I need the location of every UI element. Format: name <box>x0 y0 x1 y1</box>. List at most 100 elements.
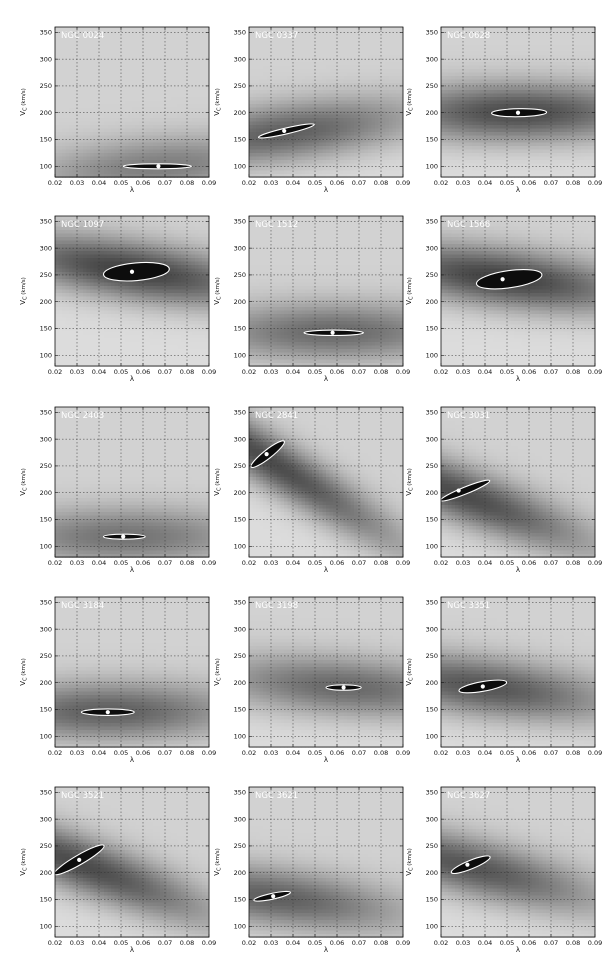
galaxy-label: NGC 1097 <box>61 220 104 230</box>
chart-panel: 0.02 0.03 0.04 0.05 0.06 0.07 0.08 0.09 100 150 20… <box>213 26 410 194</box>
x-tick-label: 0.09 <box>588 368 602 376</box>
y-axis-label-sub: C <box>23 677 29 681</box>
y-tick-label: 100 <box>40 162 52 170</box>
y-tick-label: 350 <box>40 599 52 607</box>
x-tick-label: 0.03 <box>70 749 84 757</box>
chart-panel: 0.02 0.03 0.04 0.05 0.06 0.07 0.08 0.09 100 150 20… <box>405 26 602 194</box>
x-axis-label: λ <box>324 756 328 764</box>
plot-frame <box>248 406 404 558</box>
y-axis-label: VC (km/s) <box>19 88 29 116</box>
y-axis-label-unit: (km/s) <box>21 848 27 867</box>
y-axis-label-unit: (km/s) <box>407 468 413 487</box>
x-tick-label: 0.03 <box>264 368 278 376</box>
x-tick-label: 0.09 <box>202 749 216 757</box>
y-tick-label: 350 <box>40 218 52 226</box>
y-tick-label: 250 <box>234 652 246 660</box>
y-axis-label-unit: (km/s) <box>215 88 221 107</box>
x-tick-label: 0.09 <box>202 559 216 567</box>
y-tick-label: 300 <box>426 625 438 633</box>
confidence-contour <box>450 855 491 875</box>
y-tick-label: 150 <box>234 706 246 714</box>
x-tick-label: 0.08 <box>374 179 388 187</box>
y-tick-label: 150 <box>426 896 438 904</box>
plot-frame <box>54 215 210 367</box>
y-axis-label-unit: (km/s) <box>407 277 413 296</box>
heatmap <box>441 597 596 748</box>
x-tick-label: 0.02 <box>434 749 448 757</box>
best-fit-point <box>129 269 135 274</box>
heatmap <box>441 407 596 558</box>
x-tick-label: 0.08 <box>566 559 580 567</box>
y-axis-label-main: V <box>19 300 27 305</box>
x-tick-label: 0.04 <box>286 179 300 187</box>
chart-panel: 0.02 0.03 0.04 0.05 0.06 0.07 0.08 0.09 100 150 20… <box>19 786 216 954</box>
x-tick-label: 0.02 <box>48 559 62 567</box>
y-tick-label: 250 <box>40 271 52 279</box>
x-tick-label: 0.08 <box>374 939 388 947</box>
y-axis-label-main: V <box>213 681 221 686</box>
y-tick-label: 350 <box>40 409 52 417</box>
plot-frame <box>54 26 210 178</box>
y-tick-label: 300 <box>40 55 52 63</box>
y-tick-label: 350 <box>234 599 246 607</box>
y-tick-label: 150 <box>234 325 246 333</box>
chart-panel: 0.02 0.03 0.04 0.05 0.06 0.07 0.08 0.09 100 150 20… <box>405 406 602 574</box>
galaxy-label: NGC 3184 <box>61 601 104 611</box>
x-tick-label: 0.05 <box>500 179 514 187</box>
x-tick-label: 0.02 <box>48 179 62 187</box>
chart-panel: 0.02 0.03 0.04 0.05 0.06 0.07 0.08 0.09 100 150 20… <box>405 786 602 954</box>
best-fit-point <box>480 684 485 689</box>
y-tick-label: 150 <box>234 516 246 524</box>
x-tick-label: 0.02 <box>434 939 448 947</box>
x-tick-label: 0.07 <box>544 749 558 757</box>
x-tick-label: 0.04 <box>478 179 492 187</box>
x-tick-label: 0.07 <box>352 749 366 757</box>
y-tick-label: 350 <box>234 409 246 417</box>
y-axis-label-main: V <box>19 681 27 686</box>
x-axis-label: λ <box>324 375 328 383</box>
y-tick-label: 100 <box>40 351 52 359</box>
x-tick-label: 0.05 <box>308 179 322 187</box>
y-tick-label: 150 <box>426 516 438 524</box>
y-axis-label-sub: C <box>217 107 223 111</box>
x-tick-label: 0.06 <box>136 179 150 187</box>
y-tick-label: 100 <box>426 922 438 930</box>
x-axis-label: λ <box>324 186 328 194</box>
y-axis-label-unit: (km/s) <box>407 848 413 867</box>
y-axis-label-unit: (km/s) <box>215 277 221 296</box>
y-axis-label-sub: C <box>23 867 29 871</box>
x-tick-label: 0.07 <box>544 368 558 376</box>
y-axis-label-main: V <box>213 871 221 876</box>
heatmap <box>249 787 404 938</box>
x-tick-label: 0.04 <box>286 559 300 567</box>
x-tick-label: 0.07 <box>544 939 558 947</box>
y-axis-label-main: V <box>213 300 221 305</box>
y-tick-label: 100 <box>426 162 438 170</box>
x-tick-label: 0.08 <box>180 939 194 947</box>
x-tick-label: 0.08 <box>180 179 194 187</box>
heatmap <box>249 407 404 558</box>
x-tick-label: 0.08 <box>180 368 194 376</box>
x-axis-label: λ <box>324 946 328 954</box>
y-tick-label: 100 <box>426 351 438 359</box>
galaxy-label: NGC 0024 <box>61 31 104 41</box>
y-tick-label: 350 <box>40 29 52 37</box>
best-fit-point <box>456 488 461 493</box>
y-axis-label-main: V <box>405 491 413 496</box>
x-tick-label: 0.08 <box>374 749 388 757</box>
chart-panel: 0.02 0.03 0.04 0.05 0.06 0.07 0.08 0.09 100 150 20… <box>213 786 410 954</box>
y-axis-label-sub: C <box>409 107 415 111</box>
y-axis-label-main: V <box>19 491 27 496</box>
y-tick-label: 200 <box>40 679 52 687</box>
chart-panel: 0.02 0.03 0.04 0.05 0.06 0.07 0.08 0.09 100 150 20… <box>405 596 602 764</box>
y-tick-label: 350 <box>234 789 246 797</box>
y-tick-label: 250 <box>426 842 438 850</box>
galaxy-label: NGC 2841 <box>255 411 298 421</box>
x-tick-label: 0.03 <box>70 368 84 376</box>
x-tick-label: 0.05 <box>114 939 128 947</box>
galaxy-label: NGC 3627 <box>447 791 490 801</box>
y-tick-label: 250 <box>234 842 246 850</box>
galaxy-label: NGC 1566 <box>447 220 490 230</box>
plot-frame <box>440 786 596 938</box>
